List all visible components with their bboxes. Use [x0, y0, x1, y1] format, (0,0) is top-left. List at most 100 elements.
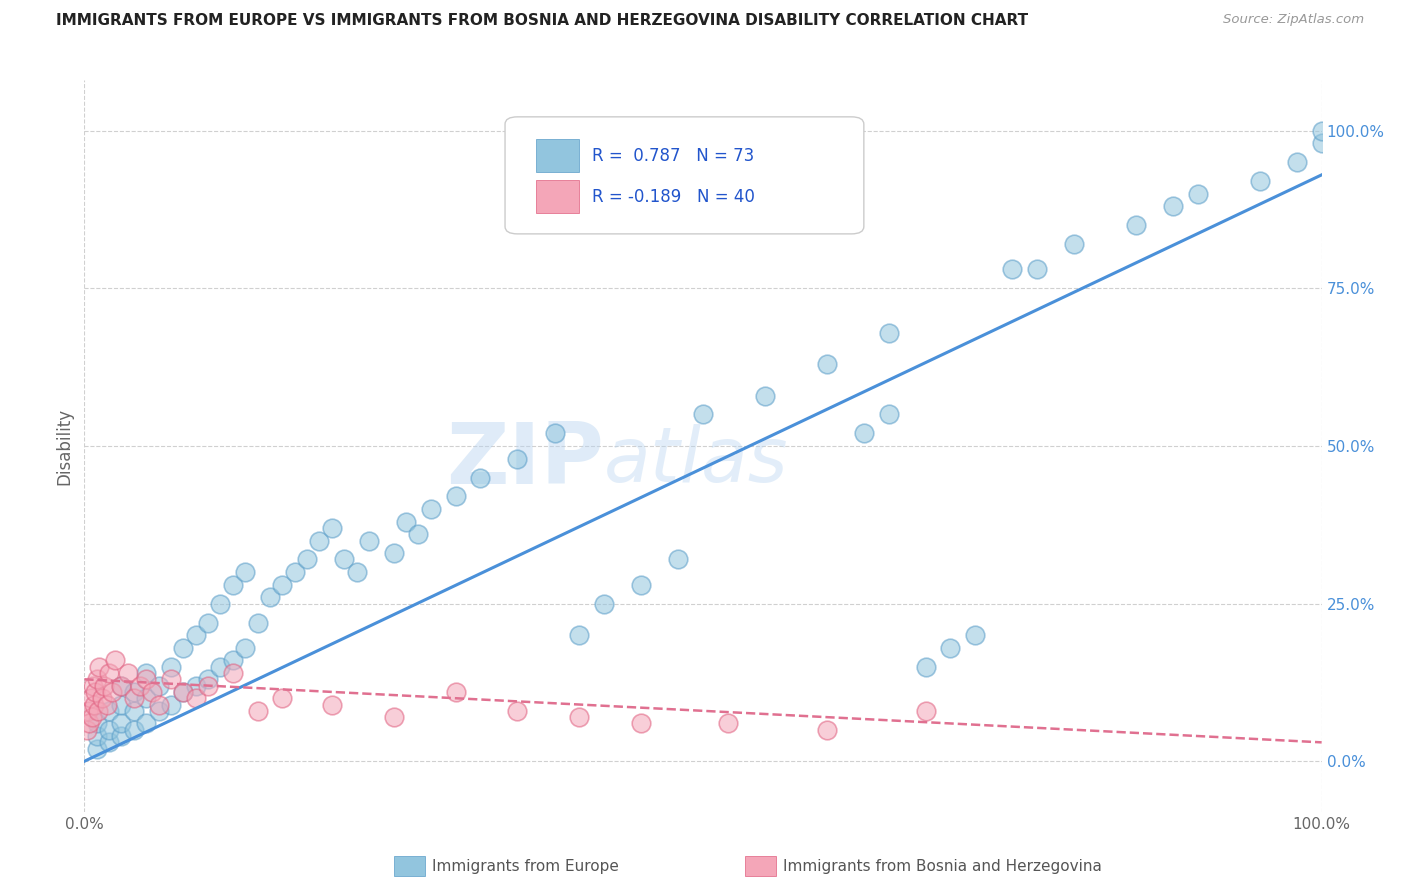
- Point: [110, 729, 132, 743]
- Point: [233, 640, 256, 655]
- Point: [184, 679, 207, 693]
- Point: [87, 704, 110, 718]
- Point: [382, 710, 405, 724]
- Point: [419, 502, 441, 516]
- Point: [172, 640, 194, 655]
- Point: [815, 357, 838, 371]
- Point: [1001, 262, 1024, 277]
- Point: [444, 685, 467, 699]
- Text: Source: ZipAtlas.com: Source: ZipAtlas.com: [1223, 13, 1364, 27]
- Point: [84, 685, 107, 699]
- Point: [197, 615, 219, 630]
- Point: [160, 673, 183, 687]
- Point: [246, 615, 269, 630]
- Point: [593, 597, 616, 611]
- Point: [1026, 262, 1049, 277]
- Text: Immigrants from Europe: Immigrants from Europe: [432, 859, 619, 873]
- Point: [77, 704, 100, 718]
- Point: [1285, 155, 1308, 169]
- Point: [98, 723, 121, 737]
- Point: [184, 628, 207, 642]
- Point: [148, 679, 170, 693]
- Point: [1161, 199, 1184, 213]
- Point: [939, 640, 962, 655]
- Point: [717, 716, 740, 731]
- Point: [135, 691, 157, 706]
- Point: [914, 659, 936, 673]
- Point: [89, 659, 111, 673]
- Point: [222, 653, 245, 667]
- Point: [122, 685, 145, 699]
- Point: [346, 565, 368, 579]
- FancyBboxPatch shape: [505, 117, 863, 234]
- Point: [110, 679, 132, 693]
- Point: [444, 490, 467, 504]
- Point: [246, 704, 269, 718]
- Point: [122, 691, 145, 706]
- Point: [506, 451, 529, 466]
- Point: [295, 552, 318, 566]
- Point: [104, 653, 127, 667]
- Point: [197, 673, 219, 687]
- Point: [129, 679, 152, 693]
- Point: [233, 565, 256, 579]
- Text: Immigrants from Bosnia and Herzegovina: Immigrants from Bosnia and Herzegovina: [783, 859, 1102, 873]
- Point: [965, 628, 987, 642]
- Point: [135, 673, 157, 687]
- Point: [630, 578, 652, 592]
- Point: [110, 716, 132, 731]
- Point: [82, 679, 104, 693]
- Point: [877, 408, 900, 422]
- Point: [90, 691, 112, 706]
- Point: [86, 741, 108, 756]
- Point: [98, 735, 121, 749]
- Point: [382, 546, 405, 560]
- Point: [692, 408, 714, 422]
- Point: [79, 691, 101, 706]
- Point: [395, 515, 418, 529]
- Point: [321, 698, 343, 712]
- Point: [93, 679, 115, 693]
- Point: [470, 470, 492, 484]
- Point: [83, 698, 105, 712]
- Point: [321, 521, 343, 535]
- Point: [122, 704, 145, 718]
- Point: [86, 729, 108, 743]
- Point: [135, 716, 157, 731]
- Point: [96, 698, 118, 712]
- Point: [408, 527, 430, 541]
- Point: [98, 665, 121, 680]
- Point: [209, 597, 232, 611]
- Point: [284, 565, 307, 579]
- Point: [141, 685, 163, 699]
- Point: [666, 552, 689, 566]
- Point: [271, 691, 294, 706]
- Point: [1310, 124, 1333, 138]
- Point: [110, 679, 132, 693]
- Point: [98, 704, 121, 718]
- Point: [122, 723, 145, 737]
- Point: [135, 665, 157, 680]
- Text: IMMIGRANTS FROM EUROPE VS IMMIGRANTS FROM BOSNIA AND HERZEGOVINA DISABILITY CORR: IMMIGRANTS FROM EUROPE VS IMMIGRANTS FRO…: [56, 13, 1028, 29]
- Point: [209, 659, 232, 673]
- Point: [1125, 219, 1147, 233]
- Point: [172, 685, 194, 699]
- Y-axis label: Disability: Disability: [55, 408, 73, 484]
- Bar: [536, 139, 579, 171]
- Point: [160, 659, 183, 673]
- Point: [222, 578, 245, 592]
- Point: [754, 388, 776, 402]
- Text: atlas: atlas: [605, 424, 789, 498]
- Point: [148, 698, 170, 712]
- Text: ZIP: ZIP: [446, 419, 605, 502]
- Point: [568, 710, 591, 724]
- Point: [110, 698, 132, 712]
- Point: [222, 665, 245, 680]
- Point: [184, 691, 207, 706]
- Point: [80, 710, 103, 724]
- Point: [568, 628, 591, 642]
- Point: [76, 723, 98, 737]
- Point: [117, 665, 139, 680]
- Text: R = -0.189   N = 40: R = -0.189 N = 40: [592, 188, 755, 206]
- Point: [1187, 186, 1209, 201]
